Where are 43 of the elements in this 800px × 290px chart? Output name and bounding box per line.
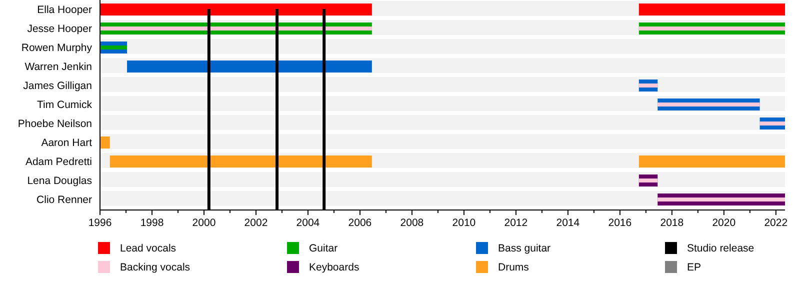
- bar: [638, 178, 658, 182]
- bar: [658, 198, 785, 202]
- legend-label: Keyboards: [309, 262, 360, 274]
- bar: [638, 84, 658, 88]
- bar: [100, 26, 372, 30]
- legend-label: Bass guitar: [498, 242, 552, 255]
- x-tick-label: 2014: [556, 217, 580, 229]
- x-tick-label: 2004: [296, 217, 320, 229]
- bar: [760, 122, 785, 126]
- x-tick-label: 2008: [400, 217, 424, 229]
- legend-label: Studio release: [687, 242, 754, 255]
- x-tick-label: 2006: [348, 217, 372, 229]
- x-tick-label: 2000: [192, 217, 216, 229]
- y-tick-label: Lena Douglas: [27, 175, 92, 188]
- y-tick-label: James Gilligan: [23, 80, 92, 92]
- bar: [638, 26, 785, 30]
- y-tick-label: Adam Pedretti: [25, 156, 92, 168]
- x-tick-label: 2022: [764, 217, 788, 229]
- y-tick-label: Rowen Murphy: [21, 42, 93, 54]
- y-tick-label: Aaron Hart: [41, 137, 92, 150]
- legend-label: Lead vocals: [120, 242, 176, 255]
- bar: [658, 102, 760, 106]
- bar: [638, 4, 785, 16]
- x-tick-label: 1996: [88, 217, 112, 229]
- x-tick-label: 2002: [244, 217, 268, 229]
- x-tick-label: 2012: [504, 217, 528, 229]
- legend-label: EP: [687, 262, 702, 274]
- bar: [638, 156, 785, 168]
- x-tick-label: 1998: [140, 217, 164, 229]
- bar: [100, 136, 110, 148]
- legend-label: Guitar: [309, 242, 338, 255]
- y-tick-label: Warren Jenkin: [24, 61, 92, 74]
- legend-label: Backing vocals: [120, 262, 190, 274]
- x-tick-label: 2016: [608, 217, 632, 229]
- x-tick-label: 2020: [712, 217, 736, 229]
- y-tick-label: Clio Renner: [36, 194, 92, 206]
- x-tick-label: 2018: [660, 217, 684, 229]
- y-tick-label: Ella Hooper: [37, 4, 92, 16]
- legend-label: Drums: [498, 262, 529, 274]
- y-tick-label: Jesse Hooper: [27, 23, 92, 36]
- x-tick-label: 2010: [452, 217, 476, 229]
- y-tick-label: Phoebe Neilson: [18, 118, 92, 130]
- y-tick-label: Tim Cumick: [36, 99, 93, 112]
